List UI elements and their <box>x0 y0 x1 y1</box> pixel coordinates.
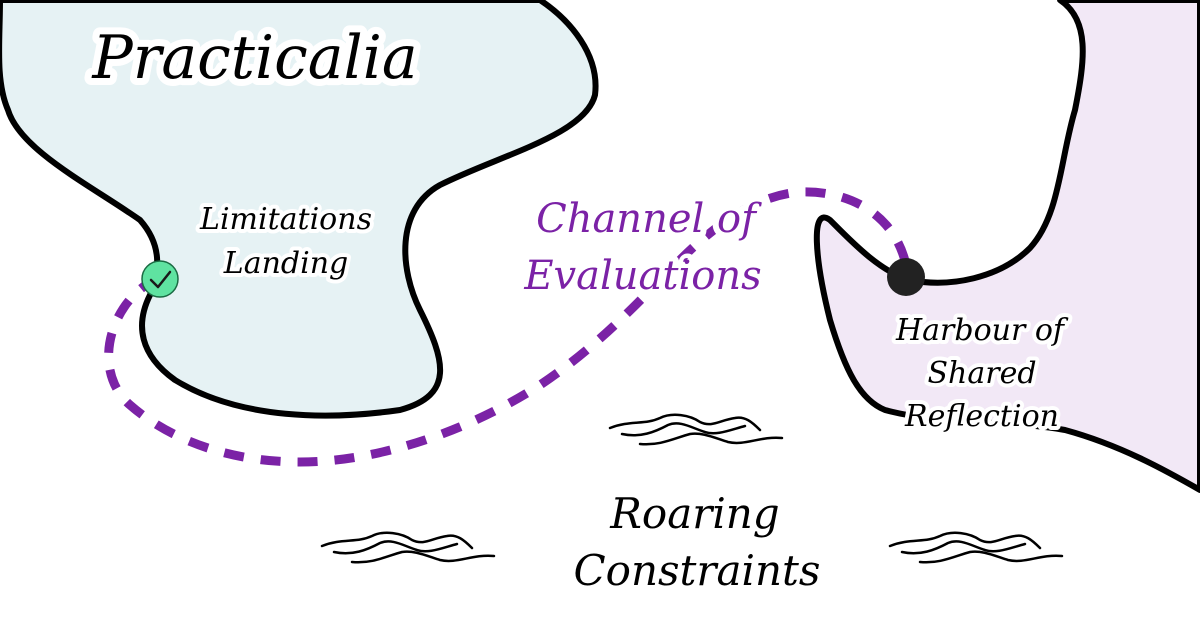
sea-label-line2: Constraints <box>574 546 821 595</box>
practicalia-landmass <box>0 0 599 419</box>
sea-label-line1: Roaring <box>609 489 779 538</box>
place-label-limitations-line2: Landing <box>223 246 348 281</box>
east-landmass <box>813 0 1200 493</box>
place-label-harbour-line2: Shared <box>927 356 1036 391</box>
place-label-harbour-line3: Reflection <box>904 399 1059 434</box>
place-label-harbour-line1: Harbour of <box>895 313 1069 348</box>
route-label-line1: Channel of <box>536 196 762 242</box>
check-circle-icon[interactable] <box>141 260 179 298</box>
wave-icon <box>888 531 1064 564</box>
wave-icon <box>608 413 784 446</box>
route-channel-of-evaluations <box>104 187 911 467</box>
route-label-line2: Evaluations <box>523 253 761 299</box>
region-name-practicalia: Practicalia <box>91 23 417 93</box>
dot-icon[interactable] <box>887 258 925 296</box>
place-label-limitations-line1: Limitations <box>199 202 372 237</box>
wave-icon <box>320 531 496 564</box>
